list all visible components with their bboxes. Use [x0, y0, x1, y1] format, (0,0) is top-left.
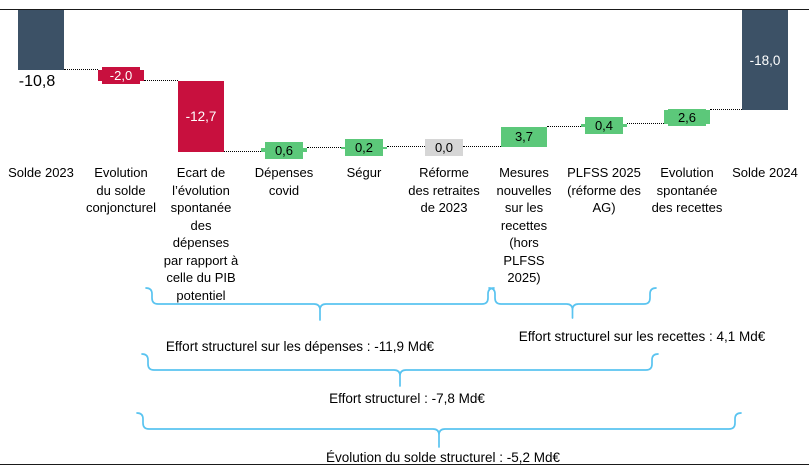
bar-value-chip: -2,0 — [102, 67, 140, 85]
waterfall-connector — [64, 69, 98, 70]
bar-value-label: -10,8 — [18, 73, 56, 90]
waterfall-bar — [178, 81, 224, 152]
category-label: Solde 2023 — [8, 165, 74, 180]
bar-value-chip: 0,2 — [345, 139, 383, 157]
category-label: Evolution du solde conjoncturel — [85, 165, 157, 215]
zero-baseline-axis — [0, 9, 809, 10]
annotation-effort-structurel: Effort structurel : -7,8 Md€ — [329, 391, 485, 406]
brace-effort-depenses — [145, 287, 495, 321]
waterfall-bar — [742, 10, 788, 110]
bar-value-chip: 0,6 — [265, 141, 303, 159]
brace-effort-structurel — [141, 353, 659, 387]
category-label: Dépenses covid — [254, 165, 314, 198]
waterfall-connector — [224, 150, 261, 152]
waterfall-connector — [710, 109, 742, 110]
bar-value-label: -12,7 — [185, 108, 217, 124]
bar-value-label: -18,0 — [749, 52, 781, 68]
waterfall-connector — [144, 80, 178, 82]
waterfall-connector — [547, 125, 581, 127]
category-label: Mesures nouvelles sur les recettes (hors… — [496, 165, 552, 285]
brace-evolution-solde-structurel — [136, 412, 742, 448]
category-label: Ségur — [346, 165, 382, 180]
category-label: Réforme des retraites de 2023 — [408, 165, 480, 215]
category-label: PLFSS 2025 (réforme des AG) — [567, 165, 641, 215]
waterfall-connector — [307, 147, 341, 149]
annotation-effort-depenses: Effort structurel sur les dépenses : -11… — [165, 339, 435, 354]
category-label: Evolution spontanée des recettes — [651, 165, 723, 215]
waterfall-connector — [627, 123, 664, 125]
waterfall-connector — [387, 146, 425, 148]
waterfall-connector — [463, 146, 501, 148]
category-label: Solde 2024 — [732, 165, 798, 180]
brace-effort-recettes — [488, 287, 657, 319]
figure-bottom-border — [0, 464, 809, 465]
bar-value-chip: 3,7 — [505, 128, 543, 146]
bar-value-chip: 0,4 — [585, 117, 623, 135]
bar-value-chip: 2,6 — [668, 108, 706, 126]
annotation-effort-recettes: Effort structurel sur les recettes : 4,1… — [518, 329, 766, 344]
waterfall-bar — [18, 10, 64, 70]
category-label: Ecart de l’évolution spontanée des dépen… — [163, 165, 239, 303]
bar-value-chip: 0,0 — [425, 138, 463, 156]
annotation-evolution-solde-structurel: Évolution du solde structurel : -5,2 Md€ — [325, 450, 561, 465]
